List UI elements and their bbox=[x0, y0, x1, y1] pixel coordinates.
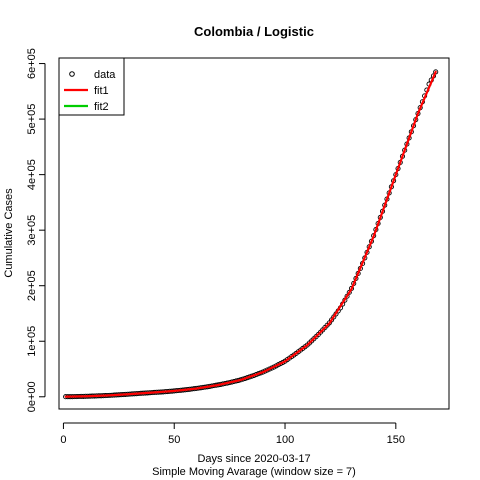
x-tick-label: 100 bbox=[276, 434, 294, 446]
legend-marker-data bbox=[69, 71, 75, 77]
legend-items: data fit1 fit2 bbox=[64, 69, 116, 113]
x-axis-label: Days since 2020-03-17 bbox=[197, 453, 310, 465]
y-tick-label: 0e+00 bbox=[26, 381, 38, 412]
legend-label-fit2: fit2 bbox=[94, 101, 109, 113]
chart-title: Colombia / Logistic bbox=[194, 24, 314, 39]
x-axis: 0 50 100 150 bbox=[60, 422, 405, 446]
x-tick-label: 50 bbox=[168, 434, 180, 446]
y-tick-label: 4e+05 bbox=[26, 159, 38, 190]
series-layer bbox=[63, 69, 439, 400]
legend: data fit1 fit2 bbox=[58, 57, 125, 116]
y-axis-label: Cumulative Cases bbox=[3, 188, 15, 278]
y-tick-label: 6e+05 bbox=[26, 48, 38, 79]
legend-label-fit1: fit1 bbox=[94, 85, 109, 97]
x-tick-label: 0 bbox=[60, 434, 66, 446]
y-tick-label: 5e+05 bbox=[26, 104, 38, 135]
y-tick-label: 2e+05 bbox=[26, 270, 38, 301]
y-tick-label: 3e+05 bbox=[26, 215, 38, 246]
y-axis: 0e+00 1e+05 2e+05 3e+05 4e+05 5e+05 6e+05 bbox=[26, 48, 46, 412]
y-tick-label: 1e+05 bbox=[26, 326, 38, 357]
plot-area-frame bbox=[58, 57, 450, 410]
x-tick-label: 150 bbox=[387, 434, 405, 446]
fit1-line bbox=[64, 70, 437, 398]
chart-subtitle: Simple Moving Avarage (window size = 7) bbox=[152, 466, 356, 478]
legend-label-data: data bbox=[94, 69, 116, 81]
